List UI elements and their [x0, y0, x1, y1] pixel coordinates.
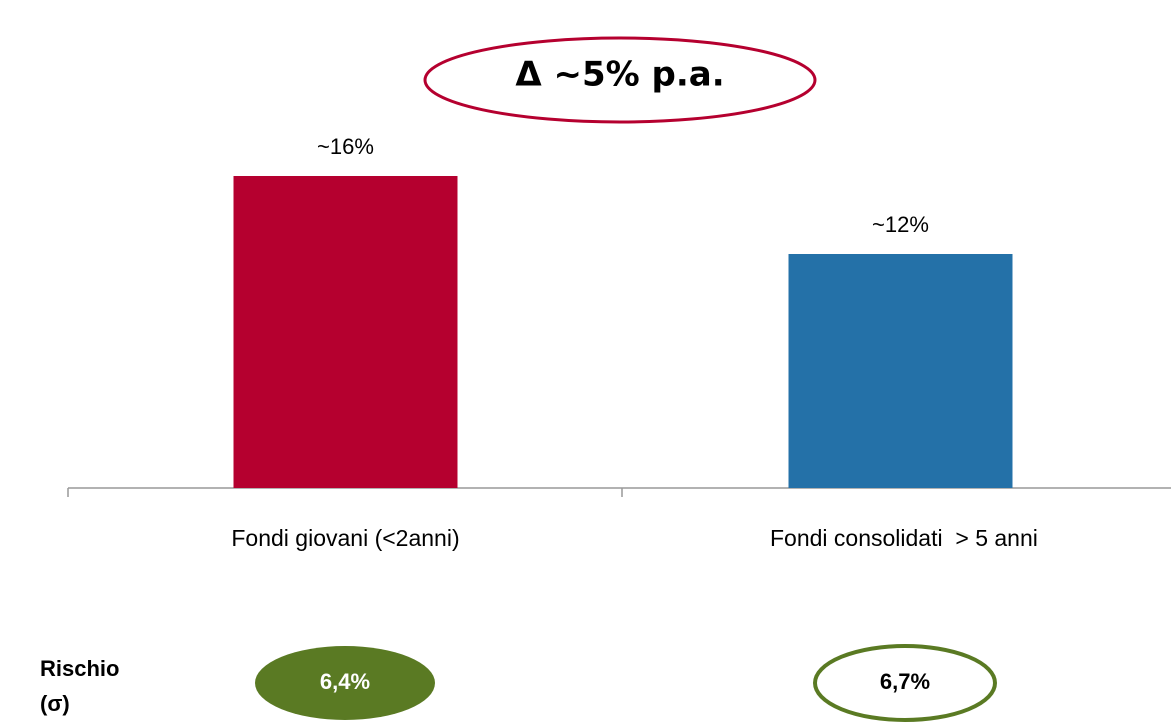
risk-ellipse [813, 644, 997, 722]
risk-label: (σ) [40, 691, 70, 716]
delta-ellipse [423, 36, 817, 124]
x-tick-label: Fondi giovani (<2anni) [231, 525, 459, 551]
bar [233, 176, 458, 488]
x-tick-label: Fondi consolidati > 5 anni [770, 525, 1038, 551]
delta-annotation: Δ ~5% p.a. [515, 55, 724, 95]
risk-ellipse [255, 646, 435, 720]
bar [788, 254, 1013, 488]
risk-label: Rischio [40, 656, 119, 681]
risk-value: 6,4% [320, 669, 370, 694]
value-label: ~12% [872, 212, 929, 237]
risk-value: 6,7% [880, 669, 930, 694]
value-label: ~16% [317, 134, 374, 159]
